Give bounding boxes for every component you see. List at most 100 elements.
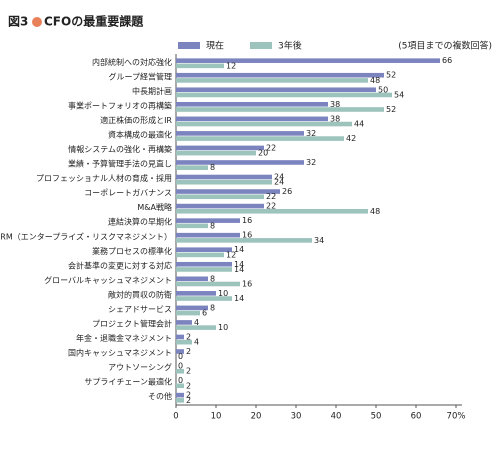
bar (176, 203, 264, 209)
value-label: 38 (330, 100, 340, 109)
x-tick-label: 10 (211, 412, 222, 422)
bar (176, 116, 328, 122)
bar (176, 296, 232, 301)
value-label: 38 (330, 114, 340, 123)
bar (176, 189, 280, 194)
bar (176, 121, 352, 127)
value-label: 0 (178, 376, 183, 385)
y-tick-label: 年金・退職金マネジメント (76, 333, 172, 343)
value-label: 22 (266, 192, 276, 201)
value-label: 10 (218, 323, 228, 332)
value-label: 8 (210, 303, 215, 312)
bar (176, 349, 184, 354)
bar (176, 320, 192, 325)
x-tick-label: 0 (173, 412, 178, 422)
value-label: 2 (186, 332, 191, 341)
value-label: 44 (354, 120, 364, 129)
bar (176, 208, 368, 214)
figure-label: 図3 (8, 15, 28, 29)
y-tick-label: 会計基準の変更に対する対応 (68, 260, 172, 270)
bar (176, 368, 184, 374)
y-tick-label: グローバルキャッシュマネジメント (44, 275, 172, 285)
bar (176, 72, 384, 78)
bar (176, 334, 184, 340)
y-tick-label: サプライチェーン最適化 (84, 377, 172, 387)
value-label: 4 (194, 338, 199, 347)
y-tick-label: その他 (148, 391, 172, 401)
value-label: 0 (178, 362, 183, 371)
y-tick-label: 連結決算の早期化 (108, 217, 172, 227)
y-tick-label: 敵対的買収の防衛 (108, 289, 172, 299)
value-label: 26 (282, 187, 292, 196)
bar (176, 247, 232, 253)
y-tick-label: 業務プロセスの標準化 (92, 246, 172, 256)
bar (176, 218, 240, 223)
bar (176, 276, 208, 282)
legend-swatch (178, 42, 200, 49)
bar (176, 261, 232, 267)
bar (176, 310, 200, 316)
value-label: 2 (186, 347, 191, 356)
value-label: 8 (210, 221, 215, 230)
value-label: 8 (210, 163, 215, 172)
bar (176, 339, 192, 345)
bar (176, 174, 272, 180)
value-label: 42 (346, 134, 356, 143)
bar (176, 165, 208, 170)
bar (176, 107, 384, 112)
bar (176, 305, 208, 311)
y-tick-label: アウトソーシング (108, 362, 172, 372)
y-tick-label: プロジェクト管理会計 (92, 319, 172, 329)
bar (176, 160, 304, 165)
x-tick-label: 40 (331, 412, 342, 422)
value-label: 32 (306, 158, 316, 167)
bar (176, 63, 224, 69)
y-tick-label: 業績・予算管理手法の見直し (68, 159, 172, 169)
x-tick-label: 70% (447, 412, 466, 422)
legend-swatch (250, 42, 272, 49)
value-label: 2 (186, 396, 191, 405)
y-tick-label: 中長期計画 (132, 86, 172, 96)
value-label: 16 (242, 231, 252, 240)
x-tick-label: 60 (411, 412, 422, 422)
value-label: 24 (274, 178, 284, 187)
note: (5項目までの複数回答) (398, 40, 492, 52)
bar (176, 232, 240, 238)
y-tick-label: コーポレートガバナンス (84, 188, 172, 198)
y-tick-label: 事業ポートフォリオの再構築 (68, 100, 172, 110)
y-tick-label: グループ経営管理 (108, 71, 172, 81)
y-tick-label: シェアドサービス (108, 305, 172, 314)
value-label: 2 (186, 381, 191, 390)
bar (176, 398, 184, 403)
value-label: 50 (378, 85, 388, 94)
value-label: 66 (442, 56, 452, 65)
legend-label: 現在 (206, 40, 224, 52)
y-tick-label: 資本構成の最適化 (108, 129, 172, 139)
bar (176, 392, 184, 398)
value-label: 10 (218, 289, 228, 298)
y-tick-label: 適正株価の形成とIR (100, 115, 172, 125)
value-label: 16 (242, 216, 252, 225)
x-tick-label: 20 (251, 412, 262, 422)
value-label: 14 (234, 294, 244, 303)
y-tick-label: ERM（エンタープライズ・リスクマネジメント） (0, 231, 172, 241)
value-label: 14 (234, 245, 244, 254)
value-label: 6 (202, 309, 207, 318)
bar (176, 101, 328, 107)
value-label: 32 (306, 129, 316, 138)
value-label: 48 (370, 76, 380, 85)
bar (176, 383, 184, 389)
legend-label: 3年後 (278, 40, 302, 52)
bar (176, 325, 216, 330)
bar (176, 238, 312, 243)
y-tick-label: プロフェッショナル人材の育成・採用 (36, 173, 172, 183)
bar (176, 150, 256, 156)
title-bullet (32, 17, 42, 27)
value-label: 8 (210, 274, 215, 283)
bar (176, 281, 240, 287)
y-tick-label: 情報システムの強化・再構築 (68, 144, 172, 154)
bar (176, 87, 376, 93)
bar (176, 131, 304, 136)
bar (176, 194, 264, 200)
